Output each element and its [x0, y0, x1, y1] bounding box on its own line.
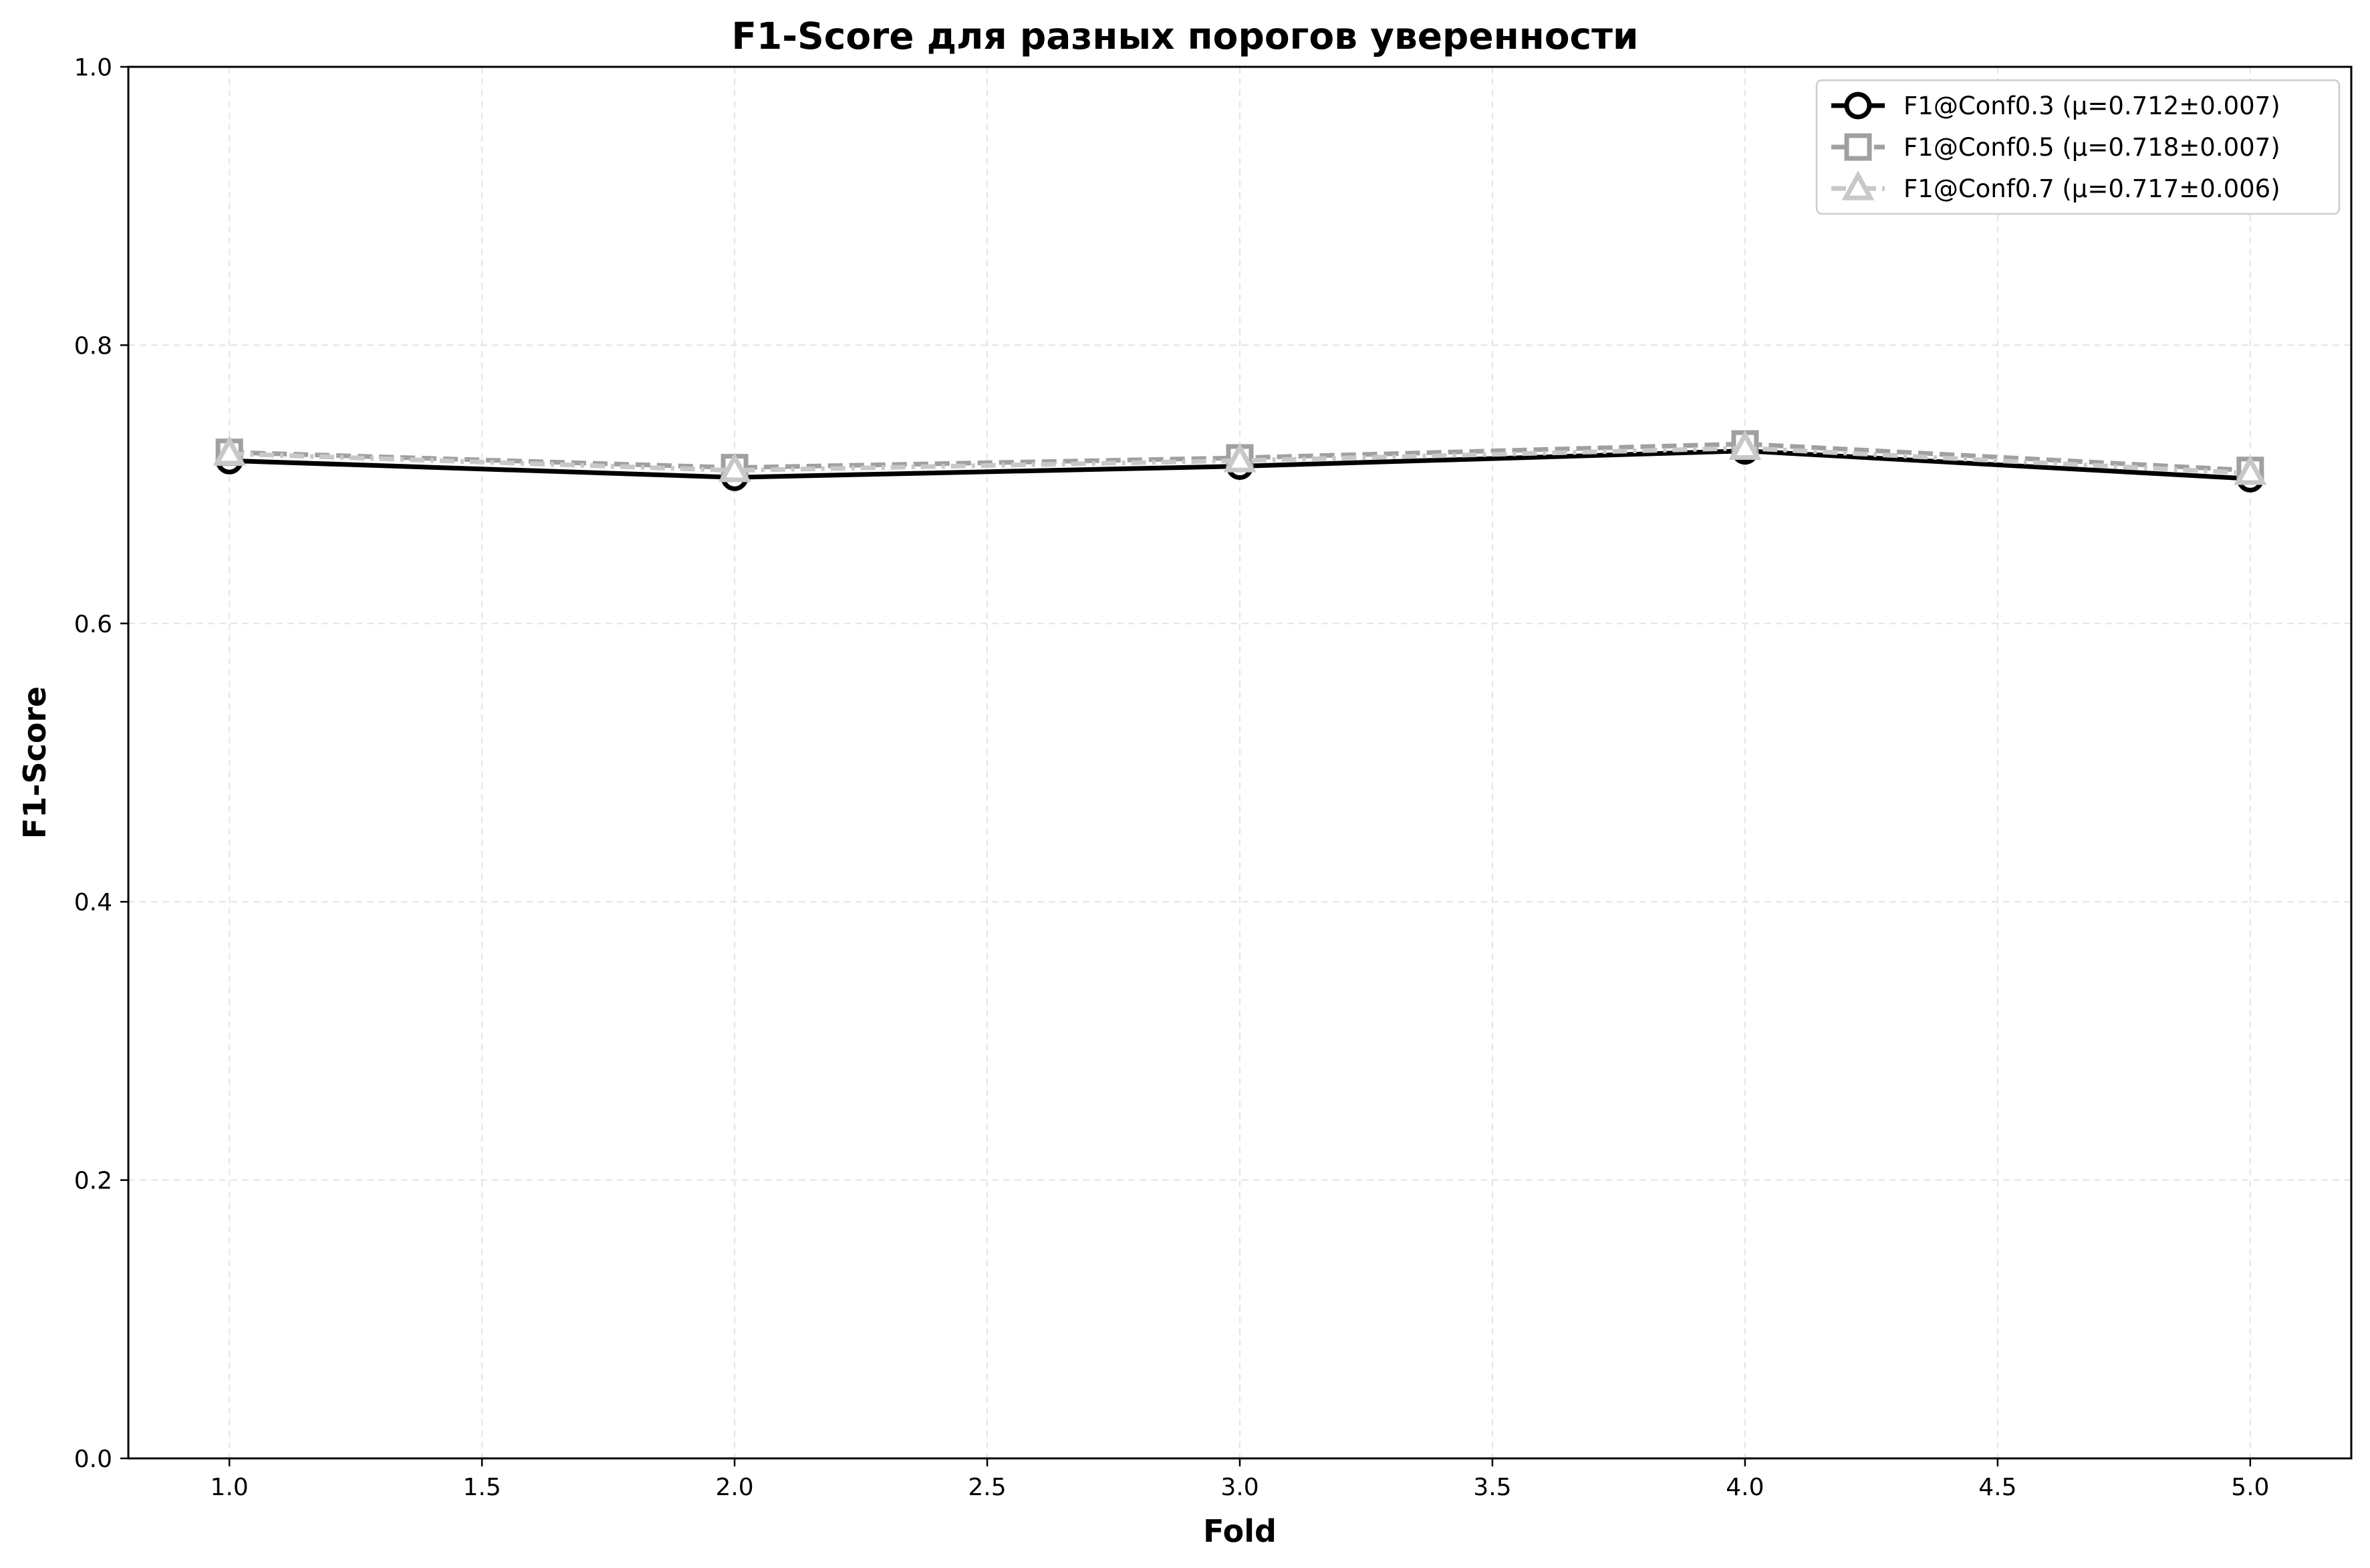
y-axis-label: F1-Score — [17, 686, 53, 839]
legend-item: F1@Conf0.5 (μ=0.718±0.007) — [1831, 133, 2280, 162]
legend-box — [1815, 79, 2341, 215]
y-tick-label: 0.6 — [74, 611, 112, 638]
x-axis-label: Fold — [1203, 1513, 1277, 1549]
x-tick-label: 1.0 — [211, 1474, 249, 1501]
series-group — [213, 430, 2267, 493]
x-tick-label: 4.0 — [1726, 1474, 1764, 1501]
axis-ticks: 1.0 1.5 2.0 2.5 3.0 3.5 4.0 4.5 5.0 0.0 0.2 0.4 0.6 0… — [74, 54, 2270, 1501]
y-tick-label: 1.0 — [74, 54, 112, 82]
y-tick-label: 0.4 — [74, 889, 112, 916]
series-3-point — [1223, 442, 1257, 473]
x-tick-label: 1.5 — [463, 1474, 501, 1501]
legend-marker — [1841, 170, 1875, 201]
legend-label: F1@Conf0.3 (μ=0.712±0.007) — [1903, 92, 2280, 120]
series-3-point — [718, 452, 751, 483]
legend-marker — [1844, 92, 1872, 120]
series-3-point — [2234, 455, 2267, 485]
legend-label: F1@Conf0.7 (μ=0.717±0.006) — [1903, 174, 2280, 203]
x-tick-label: 5.0 — [2231, 1474, 2269, 1501]
x-tick-label: 4.5 — [1978, 1474, 2016, 1501]
y-tick-label: 0.2 — [74, 1168, 112, 1195]
legend-label: F1@Conf0.5 (μ=0.718±0.007) — [1903, 133, 2280, 162]
series-3-line — [229, 445, 2250, 476]
series-3-point — [213, 436, 246, 466]
legend-marker — [1844, 133, 1872, 161]
legend-item: F1@Conf0.3 (μ=0.712±0.007) — [1831, 92, 2280, 120]
y-tick-label: 0.8 — [74, 332, 112, 360]
series-3-point — [1728, 430, 1762, 461]
x-tick-label: 3.0 — [1220, 1474, 1259, 1501]
legend-item: F1@Conf0.7 (μ=0.717±0.006) — [1831, 170, 2280, 203]
y-tick-label: 0.0 — [74, 1446, 112, 1473]
x-tick-label: 2.0 — [715, 1474, 753, 1501]
chart-title: F1-Score для разных порогов уверенности — [731, 15, 1638, 57]
x-tick-label: 3.5 — [1473, 1474, 1511, 1501]
series-3 — [213, 430, 2267, 485]
x-tick-label: 2.5 — [968, 1474, 1006, 1501]
legend: F1@Conf0.3 (μ=0.712±0.007) F1@Conf0.5 (μ=… — [1815, 79, 2341, 215]
